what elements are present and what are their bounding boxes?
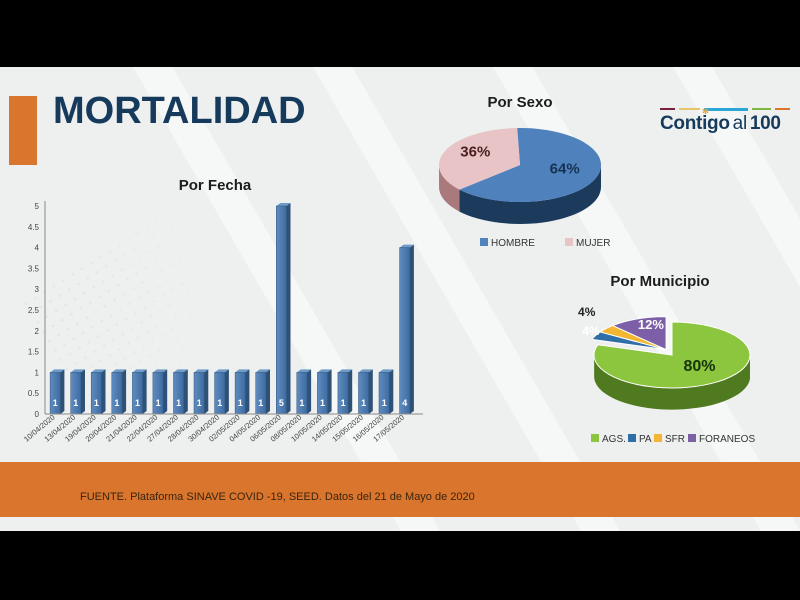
svg-text:1: 1	[53, 398, 58, 408]
svg-text:4.5: 4.5	[28, 223, 40, 232]
svg-text:1: 1	[238, 398, 243, 408]
svg-text:0.5: 0.5	[28, 389, 40, 398]
svg-text:1: 1	[361, 398, 366, 408]
svg-text:4%: 4%	[578, 305, 596, 319]
svg-text:12%: 12%	[638, 317, 664, 332]
svg-text:4: 4	[35, 244, 40, 253]
svg-text:1: 1	[197, 398, 202, 408]
svg-text:2.5: 2.5	[28, 306, 40, 315]
svg-text:5: 5	[35, 202, 40, 211]
svg-text:1: 1	[299, 398, 304, 408]
svg-text:1.5: 1.5	[28, 348, 40, 357]
svg-text:4: 4	[402, 398, 407, 408]
svg-text:1: 1	[114, 398, 119, 408]
svg-text:1: 1	[217, 398, 222, 408]
svg-text:3: 3	[35, 285, 40, 294]
svg-text:80%: 80%	[683, 358, 715, 375]
svg-text:1: 1	[135, 398, 140, 408]
svg-text:1: 1	[94, 398, 99, 408]
svg-text:3.5: 3.5	[28, 264, 40, 273]
svg-text:0: 0	[35, 410, 40, 419]
svg-text:1: 1	[35, 368, 40, 377]
svg-text:1: 1	[73, 398, 78, 408]
svg-text:1: 1	[176, 398, 181, 408]
svg-text:1: 1	[320, 398, 325, 408]
svg-text:2: 2	[35, 327, 40, 336]
svg-text:5: 5	[279, 398, 284, 408]
svg-text:4%: 4%	[582, 324, 600, 338]
svg-text:1: 1	[258, 398, 263, 408]
svg-text:1: 1	[382, 398, 387, 408]
svg-text:1: 1	[341, 398, 346, 408]
svg-text:1: 1	[156, 398, 161, 408]
